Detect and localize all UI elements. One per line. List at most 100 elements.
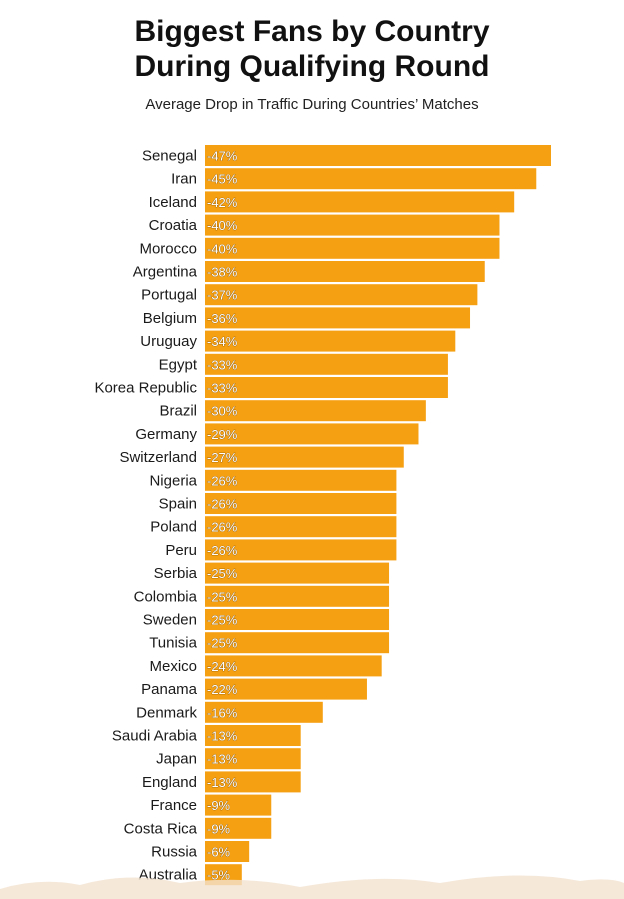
value-label: -37% <box>207 288 238 303</box>
category-label: Russia <box>151 844 198 861</box>
bar-sweden <box>205 609 390 630</box>
category-label: Costa Rica <box>124 820 198 837</box>
category-label: France <box>150 797 197 814</box>
value-label: -34% <box>207 334 238 349</box>
bar-mexico <box>205 655 382 677</box>
bar-uruguay <box>205 330 456 352</box>
category-label: Iceland <box>149 194 197 211</box>
bar-senegal <box>205 145 551 166</box>
bar-egypt <box>205 353 448 375</box>
category-label: Morocco <box>139 240 197 257</box>
category-label: Senegal <box>142 148 197 165</box>
category-label: Peru <box>165 542 197 559</box>
bar-iran <box>205 168 537 190</box>
category-label: Germany <box>135 426 197 443</box>
value-label: -6% <box>207 845 231 860</box>
bar-switzerland <box>205 446 404 468</box>
bar-costa-rica <box>205 817 272 839</box>
bar-denmark <box>205 701 323 723</box>
bar-argentina <box>205 261 485 282</box>
value-label: -25% <box>207 566 238 581</box>
category-label: Argentina <box>133 264 198 281</box>
value-label: -25% <box>207 613 238 628</box>
value-label: -29% <box>207 427 238 442</box>
category-label: Uruguay <box>140 333 197 350</box>
bar-morocco <box>205 237 500 259</box>
bar-belgium <box>205 307 471 329</box>
bar-russia <box>205 841 250 862</box>
value-label: -45% <box>207 172 238 187</box>
category-label: Nigeria <box>149 472 197 489</box>
category-label: Panama <box>141 681 198 698</box>
bar-korea-republic <box>205 377 448 398</box>
bar-serbia <box>205 562 390 584</box>
category-label: Denmark <box>136 704 197 721</box>
value-label: -22% <box>207 682 238 697</box>
value-label: -38% <box>207 265 238 280</box>
value-label: -26% <box>207 543 238 558</box>
value-label: -33% <box>207 357 238 372</box>
value-label: -13% <box>207 729 238 744</box>
category-label: Saudi Arabia <box>112 728 198 745</box>
value-label: -26% <box>207 473 238 488</box>
value-label: -9% <box>207 798 231 813</box>
decorative-ground <box>0 875 624 899</box>
bar-japan <box>205 748 301 770</box>
value-label: -40% <box>207 241 238 256</box>
category-label: Egypt <box>159 356 198 373</box>
value-label: -40% <box>207 218 238 233</box>
category-label: Sweden <box>143 612 197 629</box>
category-label: Belgium <box>143 310 197 327</box>
bar-spain <box>205 493 397 514</box>
chart-title-line-1: Biggest Fans by Country <box>134 15 490 48</box>
value-label: -26% <box>207 520 238 535</box>
bar-germany <box>205 423 419 445</box>
category-label: Colombia <box>134 588 198 605</box>
value-label: -16% <box>207 705 238 720</box>
value-label: -5% <box>207 868 231 883</box>
category-label: Serbia <box>154 565 198 582</box>
bar-nigeria <box>205 469 397 491</box>
value-label: -9% <box>207 821 231 836</box>
bar-croatia <box>205 214 500 236</box>
bar-england <box>205 771 301 793</box>
bar-peru <box>205 539 397 561</box>
value-label: -36% <box>207 311 238 326</box>
category-label: Japan <box>156 751 197 768</box>
chart-title-line-2: During Qualifying Round <box>134 50 490 83</box>
chart-title: Biggest Fans by Country During Qualifyin… <box>0 14 624 84</box>
category-label: Korea Republic <box>94 380 197 397</box>
category-label: Portugal <box>141 287 197 304</box>
category-label: Brazil <box>159 403 197 420</box>
category-label: Switzerland <box>119 449 197 466</box>
bar-france <box>205 794 272 816</box>
value-label: -26% <box>207 497 238 512</box>
bar-poland <box>205 516 397 538</box>
value-label: -30% <box>207 404 238 419</box>
value-label: -13% <box>207 775 238 790</box>
category-label: Croatia <box>149 217 198 234</box>
value-label: -24% <box>207 659 238 674</box>
bar-series: Senegal -47% Iran -45% Iceland -42% Croatia -40… <box>94 145 551 886</box>
value-label: -25% <box>207 589 238 604</box>
bar-tunisia <box>205 632 390 654</box>
value-label: -33% <box>207 381 238 396</box>
bar-brazil <box>205 400 426 422</box>
bar-panama <box>205 678 367 700</box>
bar-saudi-arabia <box>205 725 301 746</box>
bar-colombia <box>205 585 390 607</box>
value-label: -25% <box>207 636 238 651</box>
category-label: Spain <box>159 496 197 513</box>
chart-subtitle: Average Drop in Traffic During Countries… <box>145 96 479 113</box>
value-label: -47% <box>207 149 238 164</box>
value-label: -42% <box>207 195 238 210</box>
category-label: Poland <box>150 519 197 536</box>
category-label: Mexico <box>149 658 197 675</box>
bar-iceland <box>205 191 515 213</box>
bar-portugal <box>205 284 478 306</box>
value-label: -13% <box>207 752 238 767</box>
category-label: Tunisia <box>149 635 197 652</box>
category-label: England <box>142 774 197 791</box>
value-label: -27% <box>207 450 238 465</box>
